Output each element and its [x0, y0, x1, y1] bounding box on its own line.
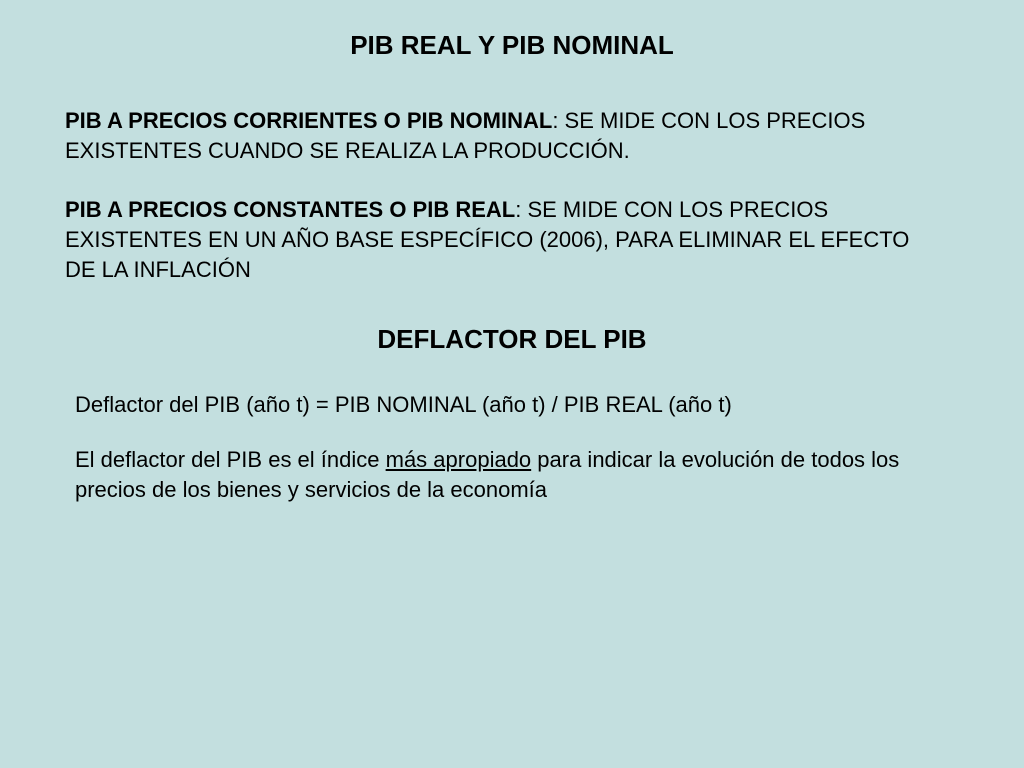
definition-real-label: PIB A PRECIOS CONSTANTES O PIB REAL [65, 197, 515, 222]
sub-title: DEFLACTOR DEL PIB [65, 324, 959, 355]
definition-nominal: PIB A PRECIOS CORRIENTES O PIB NOMINAL: … [65, 106, 959, 165]
explanation-part1: El deflactor del PIB es el índice [75, 447, 386, 472]
formula-text: Deflactor del PIB (año t) = PIB NOMINAL … [65, 390, 959, 420]
explanation-underlined: más apropiado [386, 447, 532, 472]
definition-real: PIB A PRECIOS CONSTANTES O PIB REAL: SE … [65, 195, 959, 284]
explanation-text: El deflactor del PIB es el índice más ap… [65, 445, 959, 504]
definition-nominal-label: PIB A PRECIOS CORRIENTES O PIB NOMINAL [65, 108, 552, 133]
main-title: PIB REAL Y PIB NOMINAL [215, 30, 809, 61]
